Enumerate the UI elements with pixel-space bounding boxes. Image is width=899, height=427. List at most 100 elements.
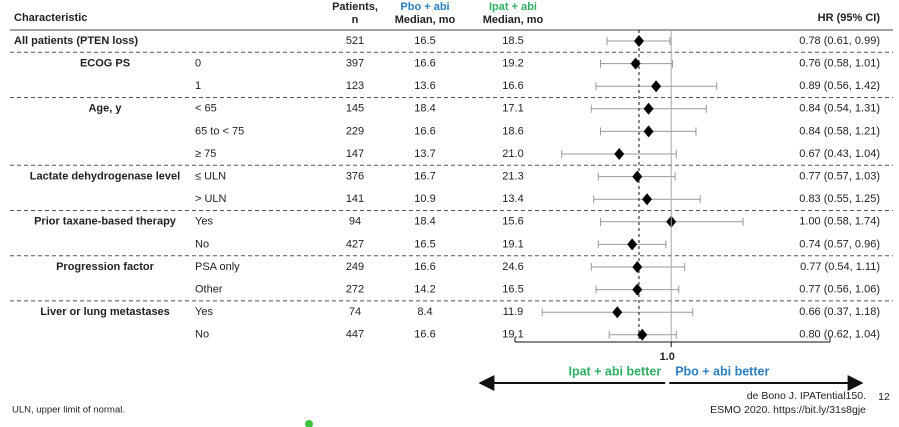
- patients-n: 376: [346, 171, 364, 183]
- patients-n: 249: [346, 261, 364, 273]
- subgroup-label: Yes: [195, 216, 213, 228]
- subgroup-label: ≥ 75: [195, 148, 216, 160]
- hr-diamond: [627, 238, 638, 251]
- hr-diamond: [651, 80, 662, 93]
- pbo-median: 16.6: [414, 58, 435, 70]
- pbo-median: 10.9: [414, 193, 435, 205]
- subgroup-label: > ULN: [195, 193, 227, 205]
- patients-n: 427: [346, 238, 364, 250]
- hr-diamond: [643, 125, 654, 138]
- subgroup-label: 0: [195, 58, 201, 70]
- hr-diamond: [632, 261, 643, 273]
- hr-label: 0.74 (0.57, 0.96): [799, 238, 880, 250]
- pbo-median: 16.6: [414, 329, 435, 341]
- citation: de Bono J. IPATential150.: [747, 390, 866, 402]
- hr-diamond: [633, 35, 644, 47]
- ipat-median: 17.1: [502, 103, 523, 115]
- subgroup-label: 1: [195, 80, 201, 92]
- group-label: Age, y: [88, 103, 122, 115]
- header-hr: HR (95% CI): [818, 12, 881, 24]
- hr-label: 0.76 (0.58, 1.01): [799, 58, 880, 70]
- hr-label: 0.77 (0.56, 1.06): [799, 284, 880, 296]
- page-number: 12: [878, 391, 890, 403]
- arrow-right-label: Pbo + abi better: [675, 364, 769, 378]
- subgroup-label: 65 to < 75: [195, 125, 244, 137]
- ipat-median: 21.3: [502, 171, 523, 183]
- hr-diamond: [630, 57, 641, 70]
- patients-n: 74: [349, 306, 361, 318]
- ipat-median: 11.9: [503, 306, 524, 318]
- subgroup-label: No: [195, 238, 209, 250]
- citation: ESMO 2020. https://bit.ly/31s8gje: [710, 404, 866, 416]
- pbo-median: 16.5: [414, 238, 435, 250]
- patients-n: 147: [346, 148, 364, 160]
- pbo-median: 16.7: [414, 171, 435, 183]
- hr-label: 0.80 (0.62, 1.04): [799, 329, 880, 341]
- ipat-median: 19.2: [502, 58, 523, 70]
- ipat-median: 13.4: [502, 193, 523, 205]
- footnote: ULN, upper limit of normal.: [12, 405, 125, 416]
- header-patients: n: [352, 14, 359, 26]
- hr-label: 0.78 (0.61, 0.99): [799, 35, 880, 47]
- hr-label: 0.89 (0.56, 1.42): [799, 80, 880, 92]
- header-patients: Patients,: [332, 1, 378, 13]
- ipat-median: 24.6: [502, 261, 523, 273]
- patients-n: 94: [349, 216, 361, 228]
- hr-label: 0.67 (0.43, 1.04): [799, 148, 880, 160]
- ipat-median: 16.6: [502, 80, 523, 92]
- header-ipat: Ipat + abi: [489, 1, 537, 13]
- subgroup-label: ≤ ULN: [195, 171, 226, 183]
- x-tick-label: 1.0: [660, 351, 675, 363]
- group-label: ECOG PS: [80, 58, 130, 70]
- hr-diamond: [643, 102, 654, 115]
- pbo-median: 14.2: [414, 284, 435, 296]
- pbo-median: 13.6: [414, 80, 435, 92]
- group-label: Prior taxane-based therapy: [34, 216, 177, 228]
- pbo-median: 16.6: [414, 125, 435, 137]
- patients-n: 145: [346, 103, 364, 115]
- arrow-left-label: Ipat + abi better: [568, 364, 661, 378]
- hr-label: 1.00 (0.58, 1.74): [799, 216, 880, 228]
- ipat-median: 18.6: [502, 125, 523, 137]
- pointer-dot: [305, 420, 313, 427]
- patients-n: 447: [346, 329, 364, 341]
- pbo-median: 16.6: [414, 261, 435, 273]
- hr-diamond: [614, 148, 625, 160]
- ipat-median: 19.1: [502, 329, 523, 341]
- group-label: Lactate dehydrogenase level: [30, 171, 180, 183]
- hr-diamond: [637, 328, 648, 341]
- header-ipat: Median, mo: [483, 14, 544, 26]
- pbo-median: 8.4: [417, 306, 432, 318]
- hr-diamond: [612, 306, 623, 319]
- ipat-median: 21.0: [502, 148, 523, 160]
- pbo-median: 16.5: [414, 35, 435, 47]
- header-pbo: Median, mo: [395, 14, 456, 26]
- patients-n: 521: [346, 35, 364, 47]
- subgroup-label: Other: [195, 284, 223, 296]
- hr-diamond: [632, 283, 643, 296]
- hr-label: 0.66 (0.37, 1.18): [799, 306, 880, 318]
- pbo-median: 13.7: [414, 148, 435, 160]
- hr-diamond: [642, 193, 653, 206]
- patients-n: 141: [346, 193, 364, 205]
- patients-n: 272: [346, 284, 364, 296]
- hr-label: 0.77 (0.57, 1.03): [799, 171, 880, 183]
- hr-label: 0.84 (0.58, 1.21): [799, 125, 880, 137]
- group-label: Progression factor: [56, 261, 155, 273]
- ipat-median: 15.6: [502, 216, 523, 228]
- hr-label: 0.83 (0.55, 1.25): [799, 193, 880, 205]
- header-characteristic: Characteristic: [14, 12, 87, 24]
- subgroup-label: PSA only: [195, 261, 240, 273]
- pbo-median: 18.4: [414, 103, 435, 115]
- hr-label: 0.77 (0.54, 1.11): [800, 261, 880, 273]
- subgroup-label: < 65: [195, 103, 217, 115]
- ipat-median: 16.5: [502, 284, 523, 296]
- hr-label: 0.84 (0.54, 1.31): [799, 103, 880, 115]
- group-label: All patients (PTEN loss): [14, 35, 138, 47]
- ipat-median: 19.1: [502, 238, 523, 250]
- header-pbo: Pbo + abi: [400, 1, 449, 13]
- pbo-median: 18.4: [414, 216, 435, 228]
- ipat-median: 18.5: [502, 35, 523, 47]
